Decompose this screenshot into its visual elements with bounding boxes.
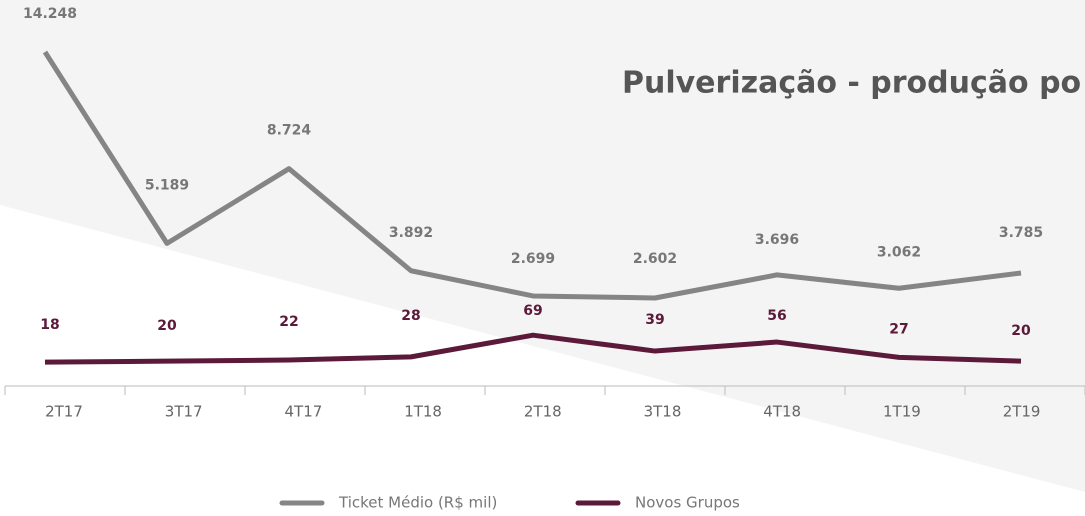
data-label: 2.699: [511, 251, 555, 267]
data-label: 3.696: [755, 232, 799, 248]
x-tick-label: 1T19: [883, 403, 921, 421]
x-tick-label: 2T19: [1003, 403, 1041, 421]
chart-title: Pulverização - produção po: [622, 66, 1081, 101]
data-label: 27: [889, 321, 908, 337]
data-label: 3.062: [877, 244, 921, 260]
data-label: 2.602: [633, 251, 677, 267]
legend-label: Ticket Médio (R$ mil): [338, 494, 497, 512]
series-line: [42, 50, 1022, 301]
data-label: 20: [1011, 323, 1031, 339]
background-shape: [0, 0, 1085, 492]
data-label: 8.724: [267, 123, 312, 139]
data-label: 14.248: [23, 6, 77, 22]
data-label: 56: [767, 308, 786, 324]
x-tick-label: 4T18: [763, 403, 801, 421]
data-label: 39: [645, 312, 664, 328]
data-label: 22: [279, 314, 298, 330]
x-tick-label: 3T17: [165, 403, 203, 421]
legend-label: Novos Grupos: [635, 494, 740, 512]
x-tick-label: 3T18: [644, 403, 682, 421]
x-tick-label: 4T17: [285, 403, 323, 421]
data-label: 3.785: [999, 225, 1043, 241]
data-label: 20: [157, 318, 177, 334]
series-line: [44, 332, 1022, 365]
data-label: 3.892: [389, 225, 433, 241]
data-label: 18: [40, 317, 59, 333]
data-label: 5.189: [145, 177, 189, 193]
x-tick-label: 2T18: [524, 403, 562, 421]
data-label: 69: [523, 303, 542, 319]
x-tick-label: 1T18: [404, 403, 442, 421]
x-tick-label: 2T17: [45, 403, 83, 421]
data-label: 28: [401, 308, 420, 324]
